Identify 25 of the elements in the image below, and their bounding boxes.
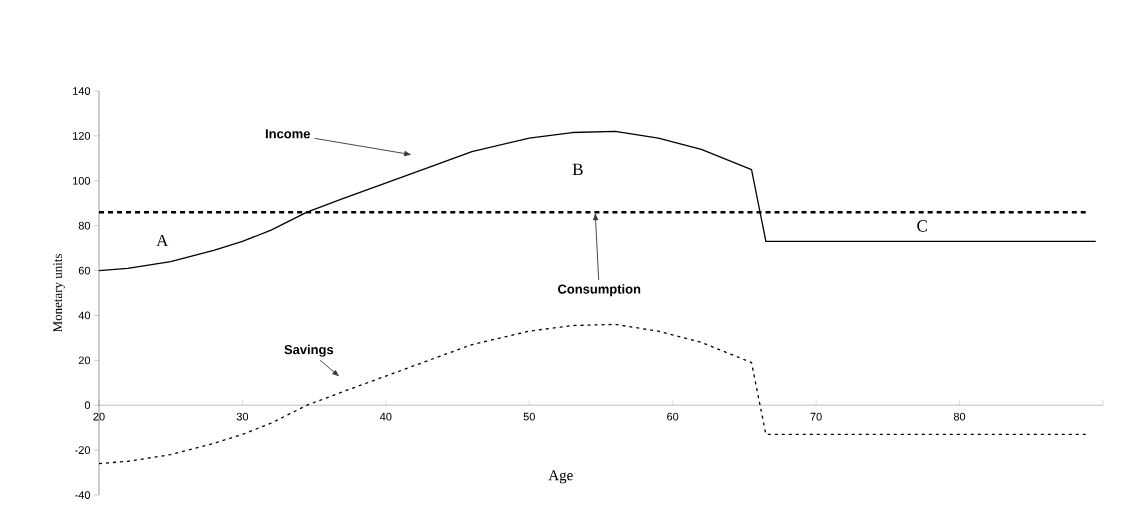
- y-tick-label: 20: [78, 356, 91, 365]
- x-tick-label: 60: [667, 412, 679, 421]
- x-tick-label: 30: [236, 412, 249, 421]
- annotation: B: [572, 163, 583, 175]
- y-tick-label: 0: [84, 401, 91, 410]
- y-tick-label: 120: [73, 132, 91, 140]
- x-tick-label: 20: [93, 412, 105, 421]
- annotation: Consumption: [558, 284, 641, 297]
- y-tick-label: 80: [78, 221, 91, 230]
- annotation: C: [917, 220, 927, 232]
- x-tick-label: 70: [810, 412, 822, 421]
- y-axis-title: Monetary units: [53, 254, 65, 333]
- x-tick-label: 40: [379, 412, 392, 421]
- y-tick-label: -20: [75, 446, 91, 454]
- y-tick-label: 60: [78, 266, 91, 275]
- annotation: Income: [265, 129, 310, 139]
- x-tick-label: 80: [953, 412, 966, 421]
- annotation: Savings: [284, 344, 334, 357]
- y-tick-label: 40: [78, 311, 91, 320]
- y-tick-label: -40: [75, 491, 91, 499]
- x-axis-title: Age: [548, 470, 573, 484]
- y-tick-label: 140: [73, 87, 91, 95]
- annotation: A: [156, 234, 169, 247]
- x-tick-label: 50: [523, 412, 535, 421]
- y-tick-label: 100: [73, 176, 91, 185]
